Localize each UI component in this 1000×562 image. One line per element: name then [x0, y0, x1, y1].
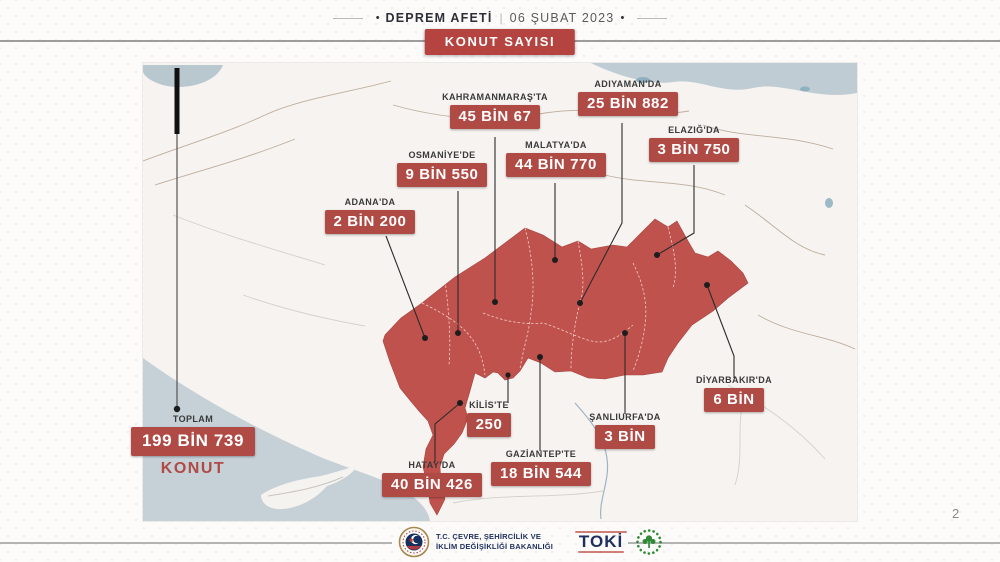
total-value-box: 199 BİN 739 — [130, 427, 256, 456]
river-line — [574, 402, 609, 520]
toki-bottom-text-bar — [578, 550, 625, 554]
total-title: TOPLAM — [172, 414, 214, 424]
province-borders — [421, 226, 676, 376]
toki-logo-block: TOKİ — [575, 528, 663, 556]
slide-title: DEPREM AFETİ — [385, 11, 493, 25]
header-rule-left — [332, 17, 363, 19]
province-value-box: 40 BİN 426 — [382, 473, 482, 497]
lake-small-2 — [800, 86, 810, 92]
header-rule-right — [637, 17, 668, 19]
province-value-box: 2 BİN 200 — [324, 210, 416, 234]
ministry-emblem-icon — [398, 526, 430, 558]
footer-logos: T.C. ÇEVRE, ŞEHİRCİLİK VE İKLİM DEĞİŞİKL… — [398, 525, 663, 559]
ministry-logo-block: T.C. ÇEVRE, ŞEHİRCİLİK VE İKLİM DEĞİŞİKL… — [398, 526, 553, 558]
province-name: KAHRAMANMARAŞ'TA — [442, 92, 548, 102]
affected-region — [382, 218, 749, 516]
province-value-box: 250 — [466, 413, 512, 437]
province-value-box: 9 BİN 550 — [396, 163, 488, 187]
slide-date: 06 ŞUBAT 2023 — [509, 11, 615, 25]
bottom-rule-left — [0, 542, 392, 544]
province-label-adiyaman: ADIYAMAN'DA 25 BİN 882 — [572, 79, 684, 116]
toki-wordmark: TOKİ — [575, 530, 628, 554]
province-value-box: 18 BİN 544 — [491, 462, 591, 486]
province-name: ADANA'DA — [344, 197, 396, 207]
province-name: OSMANİYE'DE — [408, 150, 476, 160]
province-label-gaziantep: GAZİANTEP'TE 18 BİN 544 — [485, 449, 597, 486]
province-label-osmaniye: OSMANİYE'DE 9 BİN 550 — [390, 150, 494, 187]
province-name: ADIYAMAN'DA — [594, 79, 662, 89]
province-name: ŞANLIURFA'DA — [589, 412, 661, 422]
province-name: HATAY'DA — [408, 460, 456, 470]
province-value-box: 6 BİN — [704, 388, 764, 412]
mediterranean-sea — [143, 358, 430, 521]
map-svg — [143, 63, 857, 521]
konut-sayisi-badge: KONUT SAYISI — [424, 29, 576, 55]
header-dot-right: • — [620, 12, 625, 24]
province-label-malatya: MALATYA'DA 44 BİN 770 — [500, 140, 612, 177]
total-pointer-bar — [174, 68, 180, 134]
province-label-hatay: HATAY'DA 40 BİN 426 — [377, 460, 487, 497]
bottom-rule-right — [628, 542, 1000, 544]
province-name: GAZİANTEP'TE — [505, 449, 577, 459]
toki-green-tree-icon — [636, 529, 662, 555]
total-unit: KONUT — [160, 460, 226, 477]
province-label-diyarbakir: DİYARBAKIR'DA 6 BİN — [688, 375, 780, 412]
page-number: 2 — [952, 506, 960, 521]
toki-name: TOKİ — [578, 532, 624, 552]
province-label-sanliurfa: ŞANLIURFA'DA 3 BİN — [582, 412, 668, 449]
province-value-box: 44 BİN 770 — [506, 153, 606, 177]
title-separator: | — [499, 11, 503, 25]
province-name: KİLİS'TE — [469, 400, 509, 410]
province-dots — [422, 252, 710, 406]
province-label-elazig: ELAZIĞ'DA 3 BİN 750 — [642, 125, 746, 162]
cyprus-detail-line — [267, 476, 344, 497]
province-label-kahramanmaras: KAHRAMANMARAŞ'TA 45 BİN 67 — [430, 92, 560, 129]
province-label-adana: ADANA'DA 2 BİN 200 — [318, 197, 422, 234]
province-value-box: 3 BİN 750 — [648, 138, 740, 162]
ministry-name-line2: İKLİM DEĞİŞİKLİĞİ BAKANLIĞI — [436, 542, 554, 551]
total-label: TOPLAM 199 BİN 739 KONUT — [130, 414, 256, 478]
black-sea-band — [591, 63, 857, 95]
slide-header: • DEPREM AFETİ | 06 ŞUBAT 2023 • — [0, 6, 1000, 30]
cyprus-island — [261, 466, 357, 510]
province-label-kilis: KİLİS'TE 250 — [456, 400, 522, 437]
province-value-box: 3 BİN — [595, 425, 655, 449]
province-name: DİYARBAKIR'DA — [695, 375, 772, 385]
province-name: MALATYA'DA — [525, 140, 587, 150]
lake-small-1 — [636, 77, 650, 83]
lake-small-3 — [825, 198, 833, 208]
toki-top-text-bar — [575, 530, 628, 534]
ministry-name: T.C. ÇEVRE, ŞEHİRCİLİK VE İKLİM DEĞİŞİKL… — [436, 532, 553, 552]
ministry-name-line1: T.C. ÇEVRE, ŞEHİRCİLİK VE — [436, 531, 542, 541]
province-name: ELAZIĞ'DA — [668, 125, 720, 135]
leader-lines — [385, 123, 735, 462]
header-dot-left: • — [375, 12, 380, 24]
province-value-box: 25 BİN 882 — [578, 92, 678, 116]
lake-top-left — [143, 65, 223, 87]
province-value-box: 45 BİN 67 — [449, 105, 541, 129]
total-pointer-dot — [173, 405, 181, 413]
